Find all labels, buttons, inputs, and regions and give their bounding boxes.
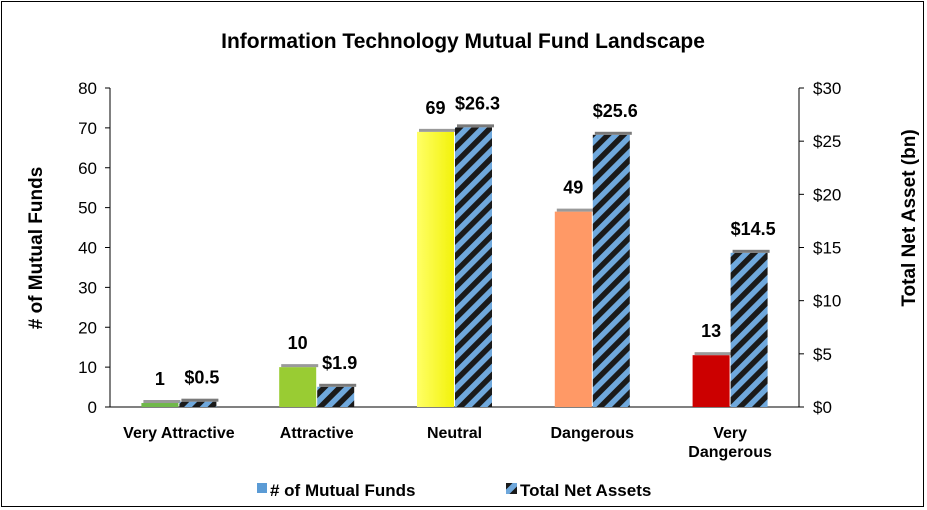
legend-label-mutual-funds: # of Mutual Funds bbox=[270, 481, 415, 500]
bar-total-net-assets-top bbox=[594, 131, 632, 135]
y2-tick-label: $10 bbox=[813, 292, 841, 311]
y2-tick-label: $15 bbox=[813, 239, 841, 258]
bar-total-net-assets bbox=[317, 386, 355, 407]
bar-total-net-assets bbox=[592, 134, 630, 407]
bar-total-net-assets bbox=[179, 401, 217, 407]
legend-swatch-total-net-assets bbox=[506, 483, 517, 494]
y2-tick-label: $5 bbox=[813, 345, 832, 364]
data-label-mutual-funds: 49 bbox=[563, 178, 583, 198]
y-tick-label: 20 bbox=[78, 318, 97, 337]
bar-mutual-funds bbox=[692, 355, 730, 407]
y-tick-label: 10 bbox=[78, 358, 97, 377]
bar-total-net-assets-top bbox=[457, 124, 494, 128]
category-label: Very Attractive bbox=[123, 425, 235, 442]
data-label-mutual-funds: 1 bbox=[155, 369, 165, 389]
bar-mutual-funds-top bbox=[556, 208, 594, 212]
y-tick-label: 60 bbox=[78, 159, 97, 178]
y-tick-label: 40 bbox=[78, 239, 97, 258]
bar-mutual-funds-top bbox=[143, 400, 181, 404]
data-label-total-net-assets: $25.6 bbox=[593, 101, 638, 121]
data-label-mutual-funds: 10 bbox=[288, 333, 308, 353]
bar-total-net-assets bbox=[455, 127, 492, 408]
bar-mutual-funds bbox=[141, 403, 179, 407]
data-label-total-net-assets: $1.9 bbox=[322, 353, 357, 373]
data-labels: 1 $0.5 10 $1.9 69 $26.3 49 $25.6 13 $14.5 bbox=[155, 93, 776, 389]
y-tick-label: 0 bbox=[88, 398, 97, 417]
y2-axis-label: Total Net Asset (bn) bbox=[899, 129, 920, 306]
category-label: Very Dangerous bbox=[688, 425, 772, 461]
y2-tick-label: $30 bbox=[813, 79, 841, 98]
chart-title: Information Technology Mutual Fund Lands… bbox=[221, 30, 705, 53]
bar-mutual-funds bbox=[279, 367, 317, 407]
data-label-total-net-assets: $26.3 bbox=[455, 93, 500, 113]
bar-total-net-assets bbox=[730, 252, 768, 407]
data-label-mutual-funds: 69 bbox=[425, 98, 445, 118]
y-tick-label: 30 bbox=[78, 278, 97, 297]
bar-mutual-funds-top bbox=[281, 364, 319, 368]
data-label-mutual-funds: 13 bbox=[701, 321, 721, 341]
data-label-total-net-assets: $14.5 bbox=[731, 219, 776, 239]
y-tick-label: 70 bbox=[78, 119, 97, 138]
bar-total-net-assets-top bbox=[181, 398, 219, 402]
category-label: Dangerous bbox=[551, 425, 635, 442]
legend-swatch-mutual-funds bbox=[257, 483, 267, 493]
y-axis-label: # of Mutual Funds bbox=[26, 167, 47, 330]
category-label: Neutral bbox=[427, 425, 482, 442]
category-labels: Very Attractive Attractive Neutral Dangerou… bbox=[123, 425, 772, 461]
bars bbox=[141, 124, 770, 408]
y2-tick-label: $20 bbox=[813, 185, 841, 204]
bar-total-net-assets-top bbox=[732, 249, 770, 253]
y2-tick-label: $25 bbox=[813, 132, 841, 151]
bar-mutual-funds-top bbox=[419, 128, 456, 132]
bar-mutual-funds bbox=[554, 211, 592, 407]
data-label-total-net-assets: $0.5 bbox=[184, 368, 219, 388]
legend-label-total-net-assets: Total Net Assets bbox=[520, 481, 651, 500]
bar-total-net-assets-top bbox=[319, 383, 357, 387]
bar-mutual-funds-top bbox=[694, 352, 732, 356]
axes: 0 10 20 30 40 50 60 70 80 $0 $5 $10 $15 $20 $25 $30 bbox=[78, 79, 841, 417]
y-tick-label: 50 bbox=[78, 199, 97, 218]
category-label: Attractive bbox=[280, 425, 354, 442]
bar-mutual-funds bbox=[417, 131, 454, 408]
y-tick-label: 80 bbox=[78, 79, 97, 98]
legend: # of Mutual Funds Total Net Assets bbox=[257, 481, 651, 500]
y2-tick-label: $0 bbox=[813, 398, 832, 417]
